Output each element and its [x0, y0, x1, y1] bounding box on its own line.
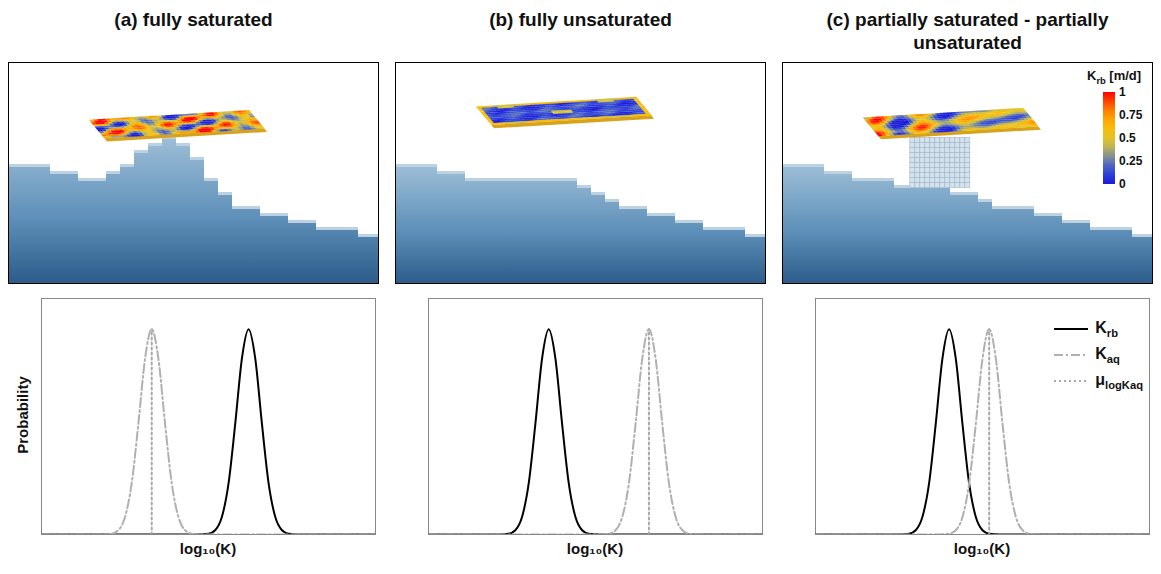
html-text:Kaq: Kaq — [1095, 344, 1120, 366]
svg-text:0.75: 0.75 — [1119, 108, 1143, 122]
html-text:Krb: Krb — [1095, 318, 1118, 340]
svg-text:1: 1 — [1119, 85, 1126, 99]
html-text:log₁₀(K): log₁₀(K) — [566, 540, 624, 557]
svg-text:0.25: 0.25 — [1119, 154, 1143, 168]
svg-text:0.5: 0.5 — [1119, 131, 1136, 145]
html-text:log₁₀(K): log₁₀(K) — [953, 540, 1011, 557]
svg-text:0: 0 — [1119, 177, 1126, 191]
html-text:(b) fully unsaturated: (b) fully unsaturated — [489, 9, 672, 30]
html-text:μlogKaq: μlogKaq — [1095, 370, 1143, 392]
html-text:(c) partially saturated - part: (c) partially saturated - partially unsa… — [826, 9, 1109, 53]
html-text:log₁₀(K): log₁₀(K) — [179, 540, 237, 557]
svg-text:Krb [m/d]: Krb [m/d] — [1087, 68, 1141, 86]
html-text:Probability: Probability — [13, 376, 31, 454]
html-text:(a) fully saturated: (a) fully saturated — [114, 9, 273, 30]
